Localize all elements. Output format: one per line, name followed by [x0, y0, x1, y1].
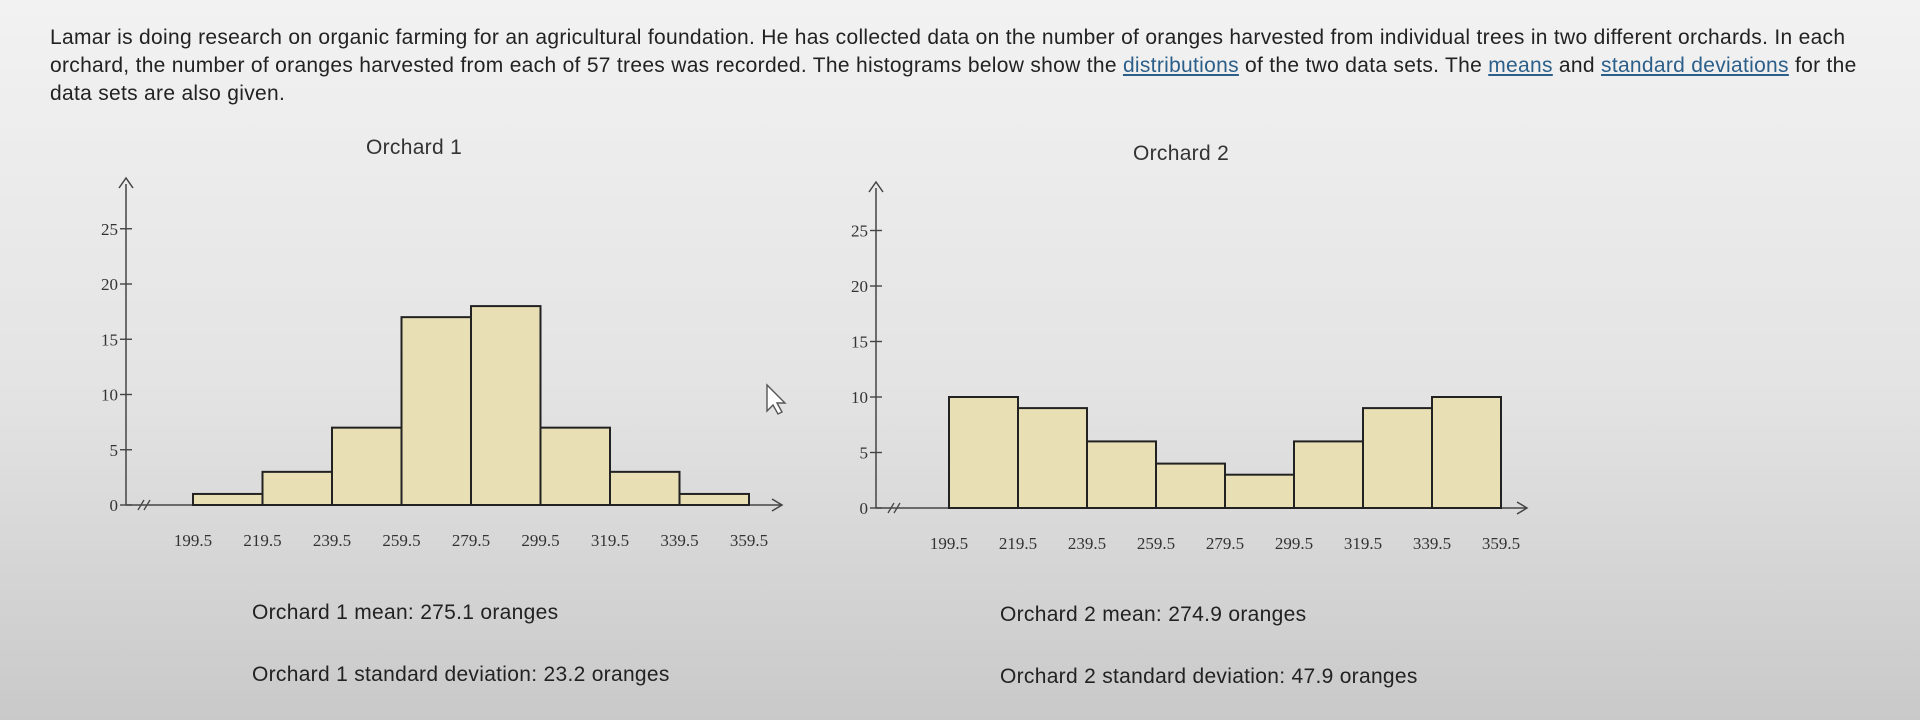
- orchard1-mean: Orchard 1 mean: 275.1 oranges: [252, 601, 559, 624]
- orchard1-x-tick-label: 239.5: [313, 531, 351, 550]
- orchard1-bar: [470, 305, 542, 506]
- orchard2-axis-break-mark: [887, 502, 901, 514]
- intro-text-1: Lamar is doing research on organic farmi…: [50, 26, 1846, 77]
- orchard2-bar: [1155, 462, 1226, 510]
- orchard1-y-tick-label: 15: [101, 330, 118, 349]
- orchard1-y-tick-label: 10: [101, 386, 118, 405]
- orchard1-bar: [678, 492, 750, 507]
- orchard1-x-tick-label: 259.5: [382, 531, 420, 550]
- orchard1-y-axis-arrow: [118, 176, 134, 189]
- orchard1-standard-deviation: Orchard 1 standard deviation: 23.2 orang…: [252, 663, 670, 686]
- standard-deviations-link[interactable]: standard deviations: [1601, 54, 1789, 77]
- orchard1-x-tick-label: 219.5: [243, 531, 281, 550]
- orchard2-y-tick-label: 20: [851, 277, 868, 296]
- orchard2-y-tick-label: 0: [860, 499, 869, 518]
- orchard2-x-tick-label: 359.5: [1482, 534, 1520, 553]
- orchard1-x-tick-label: 199.5: [174, 531, 212, 550]
- orchard2-mean: Orchard 2 mean: 274.9 oranges: [1000, 603, 1307, 626]
- orchard1-y-tick-label: 25: [101, 220, 118, 239]
- intro-text-3: and: [1552, 54, 1602, 77]
- orchard1-x-tick-label: 359.5: [730, 531, 768, 550]
- orchard2-bar: [1431, 396, 1502, 509]
- orchard2-y-tick-label: 15: [851, 333, 868, 352]
- orchard1-x-tick-label: 319.5: [591, 531, 629, 550]
- orchard1-x-tick-label: 299.5: [521, 531, 559, 550]
- orchard1-chart-title: Orchard 1: [366, 136, 463, 159]
- orchard2-x-tick-label: 219.5: [999, 534, 1037, 553]
- orchard2-bar: [1362, 407, 1433, 510]
- orchard2-x-tick-label: 279.5: [1206, 534, 1244, 553]
- orchard2-bar: [948, 396, 1019, 509]
- orchard2-chart-title: Orchard 2: [1133, 142, 1230, 165]
- orchard2-y-tick-label: 10: [851, 388, 868, 407]
- orchard2-y-axis-arrow: [868, 180, 884, 193]
- orchard1-y-tick-label: 5: [110, 441, 119, 460]
- orchard2-x-tick-label: 339.5: [1413, 534, 1451, 553]
- orchard1-bar: [609, 470, 681, 507]
- intro-text-2: of the two data sets. The: [1238, 54, 1489, 77]
- orchard1-bar: [539, 426, 611, 506]
- orchard2-x-axis-arrow: [1516, 501, 1529, 515]
- orchard1-bar: [400, 316, 472, 506]
- orchard2-x-tick-label: 259.5: [1137, 534, 1175, 553]
- orchard2-x-tick-label: 299.5: [1275, 534, 1313, 553]
- orchard2-bar: [1293, 440, 1364, 509]
- orchard1-x-tick-label: 339.5: [660, 531, 698, 550]
- orchard1-bar: [331, 426, 403, 506]
- orchard2-y-tick-label: 25: [851, 222, 868, 241]
- orchard1-x-tick-label: 279.5: [452, 531, 490, 550]
- orchard2-bar: [1017, 407, 1088, 510]
- problem-statement: Lamar is doing research on organic farmi…: [50, 24, 1900, 108]
- means-link[interactable]: means: [1488, 54, 1553, 77]
- orchard2-standard-deviation: Orchard 2 standard deviation: 47.9 orang…: [1000, 665, 1418, 688]
- intro-text-4: for the data sets are also given.: [50, 54, 1857, 105]
- orchard2-x-tick-label: 199.5: [930, 534, 968, 553]
- distributions-link[interactable]: distributions: [1122, 54, 1239, 77]
- orchard1-y-tick-label: 20: [101, 275, 118, 294]
- orchard1-x-axis-arrow: [771, 498, 784, 512]
- orchard2-bar: [1224, 473, 1295, 510]
- orchard1-y-tick-label: 0: [110, 496, 119, 515]
- orchard2-y-tick-label: 5: [860, 444, 869, 463]
- orchard1-axis-break-mark: [137, 499, 151, 511]
- orchard2-x-tick-label: 239.5: [1068, 534, 1106, 553]
- orchard2-x-tick-label: 319.5: [1344, 534, 1382, 553]
